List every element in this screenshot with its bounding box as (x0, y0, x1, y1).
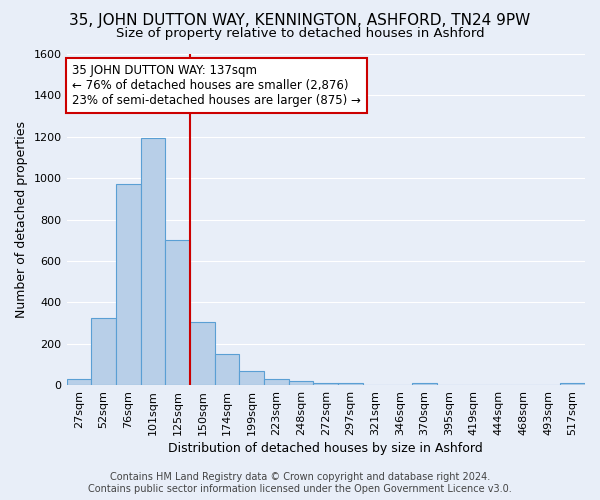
Bar (264, 379, 289, 385)
Bar (313, 383, 338, 385)
Bar (91, 318, 116, 385)
Bar (67, 379, 91, 385)
Text: 35 JOHN DUTTON WAY: 137sqm
← 76% of detached houses are smaller (2,876)
23% of s: 35 JOHN DUTTON WAY: 137sqm ← 76% of deta… (72, 64, 361, 107)
Bar (560, 383, 585, 385)
Text: Size of property relative to detached houses in Ashford: Size of property relative to detached ho… (116, 28, 484, 40)
Bar (289, 381, 313, 385)
Bar (190, 322, 215, 385)
Text: 35, JOHN DUTTON WAY, KENNINGTON, ASHFORD, TN24 9PW: 35, JOHN DUTTON WAY, KENNINGTON, ASHFORD… (70, 12, 530, 28)
Text: Contains HM Land Registry data © Crown copyright and database right 2024.
Contai: Contains HM Land Registry data © Crown c… (88, 472, 512, 494)
Y-axis label: Number of detached properties: Number of detached properties (15, 121, 28, 318)
Bar (338, 383, 363, 385)
Bar (215, 354, 239, 385)
Bar (116, 184, 140, 385)
Bar (140, 138, 165, 385)
Bar (239, 370, 264, 385)
Bar (165, 240, 190, 385)
X-axis label: Distribution of detached houses by size in Ashford: Distribution of detached houses by size … (169, 442, 483, 455)
Bar (412, 383, 437, 385)
